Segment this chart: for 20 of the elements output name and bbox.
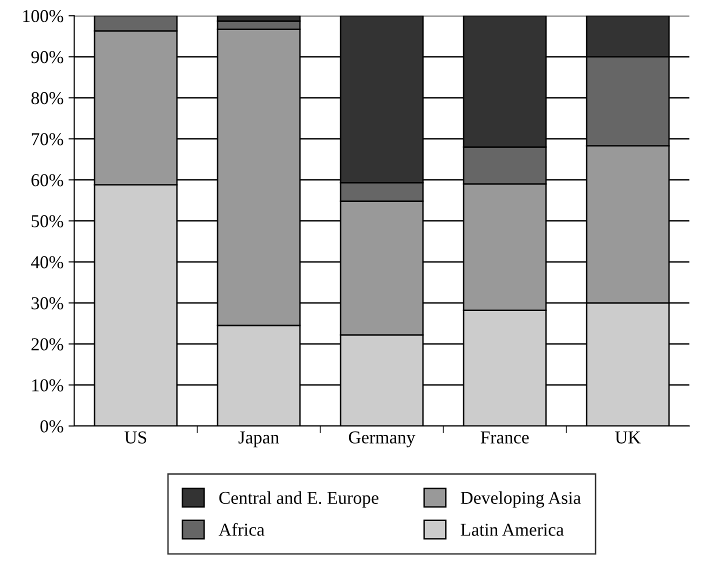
legend-label: Developing Asia (460, 491, 581, 508)
x-tick-label: France (480, 432, 529, 444)
y-tick-label: 70% (32, 133, 64, 146)
y-tick-label: 90% (31, 51, 64, 64)
x-tick-label: Germany (348, 431, 416, 448)
y-tick-label: 80% (31, 92, 64, 104)
y-tick-label: 50% (32, 215, 64, 228)
y-tick-label: 100% (23, 10, 64, 22)
y-tick-label: 20% (32, 338, 64, 350)
legend-label: Africa (218, 522, 264, 536)
y-tick-label: 40% (31, 256, 64, 268)
y-tick-label: 30% (32, 297, 64, 310)
x-tick-label: US (124, 431, 146, 444)
legend-label: Latin America (460, 524, 564, 536)
y-tick-label: 10% (32, 379, 64, 392)
y-tick-label: 60% (32, 174, 64, 186)
x-tick-label: Japan (238, 432, 280, 448)
y-tick-label: 0% (40, 420, 64, 432)
legend-label: Central and E. Europe (219, 491, 378, 508)
x-tick-label: UK (615, 432, 641, 444)
